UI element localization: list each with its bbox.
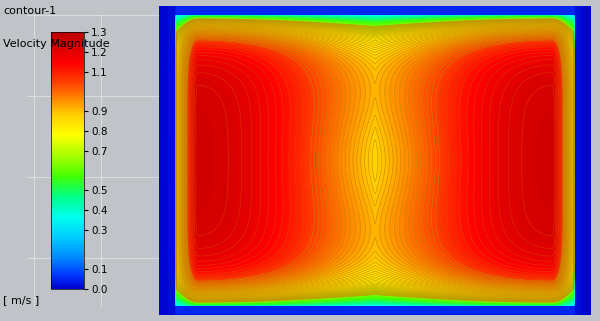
- Text: [ m/s ]: [ m/s ]: [3, 295, 39, 305]
- Text: Velocity Magnitude: Velocity Magnitude: [3, 39, 110, 48]
- Text: contour-1: contour-1: [3, 6, 56, 16]
